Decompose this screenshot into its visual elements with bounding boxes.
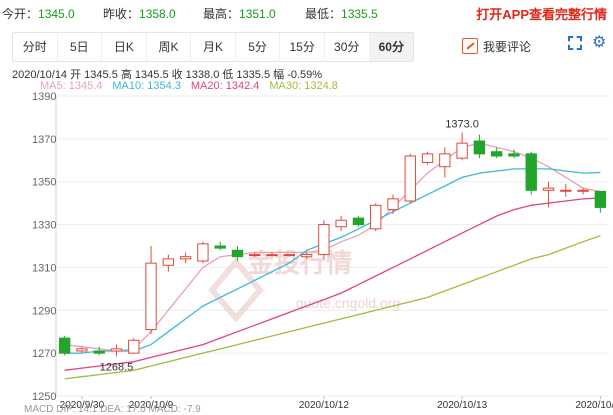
y-tick-label: 1350 (32, 177, 56, 189)
tab-7[interactable]: 30分 (325, 33, 370, 61)
y-tick-label: 1330 (32, 220, 56, 232)
candle-body (490, 151, 503, 157)
ohlc-summary: 2020/10/14 开 1345.5 高 1345.5 收 1338.0 低 … (12, 69, 323, 81)
x-tick-label: 2020/10/13 (437, 400, 487, 411)
candle-body (266, 254, 278, 257)
y-tick-label: 1390 (32, 91, 56, 103)
watermark-logo (208, 257, 264, 323)
ma-legend-item: MA20: 1342.4 (190, 80, 260, 92)
candle-body (197, 243, 209, 262)
candle-body (76, 348, 88, 352)
high-price: 最高：1351.0 (203, 7, 276, 21)
candle-body (525, 153, 537, 191)
candle-body (352, 217, 365, 226)
candle-body (93, 350, 105, 354)
candle-body (335, 219, 347, 228)
ma-line-ma10 (64, 168, 601, 354)
watermark-url: quote.cngold.org (296, 295, 400, 311)
watermark-brand: 金投行情 (247, 248, 352, 279)
low-price: 最低：1335.5 (305, 7, 378, 21)
macd-readout: MACD DIF: 14.1 DEA: 17.0 MACD: -7.9 (24, 404, 201, 415)
candle-body (421, 153, 434, 163)
candle-body (249, 254, 261, 257)
candle-body (370, 204, 382, 230)
comment-label: 我要评论 (483, 39, 532, 54)
comment-button[interactable]: 我要评论 (462, 34, 531, 58)
candle-body (560, 189, 572, 192)
y-tick-label: 1270 (32, 348, 56, 360)
candle-body (300, 254, 313, 258)
candle-body (231, 249, 244, 258)
y-tick-label: 1310 (32, 262, 56, 274)
candle-body (404, 155, 416, 202)
tab-0[interactable]: 分时 (13, 33, 58, 61)
tab-5[interactable]: 5分 (236, 33, 281, 61)
candle-body (179, 256, 192, 260)
candle-body (110, 348, 123, 352)
edit-icon (462, 38, 478, 54)
period-tabs: 分时 5日 日K 周K 月K 5分 15分 30分 60分 (12, 32, 414, 62)
candle-body (58, 337, 71, 354)
gear-icon[interactable]: ⚙ (592, 34, 607, 51)
candle-body (577, 189, 589, 192)
candle-body (162, 258, 175, 266)
y-tick-label: 1370 (32, 134, 56, 146)
y-tick-label: 1290 (32, 305, 56, 317)
ma-legend-item: MA30: 1324.8 (269, 80, 338, 92)
candle-body (128, 339, 140, 354)
tab-1[interactable]: 5日 (58, 33, 103, 61)
open-app-link[interactable]: 打开APP查看完整行情 (476, 7, 607, 22)
candle-body (214, 245, 226, 249)
candle-body (145, 262, 157, 331)
tab-4[interactable]: 月K (191, 33, 236, 61)
ma-legend-item: MA5: 1345.4 (40, 80, 103, 92)
candle-body (594, 190, 607, 208)
ma-legend-item: MA10: 1354.3 (112, 80, 181, 92)
x-tick-label: 2020/10/12 (299, 400, 349, 411)
x-tick-label: 2020/10/14 (575, 400, 613, 411)
ma-legend: MA5: 1345.4 MA10: 1354.3 MA20: 1342.4 MA30:… (40, 80, 348, 92)
price-annotation: 1268.5 (100, 361, 134, 373)
tab-6[interactable]: 15分 (280, 33, 325, 61)
candle-body (508, 153, 520, 157)
candle-body (439, 153, 451, 168)
tab-8[interactable]: 60分 (369, 33, 414, 61)
ma-line-ma30 (64, 235, 601, 380)
ma-line-ma5 (64, 142, 601, 352)
price-annotation: 1373.0 (445, 118, 479, 130)
tab-3[interactable]: 周K (147, 33, 192, 61)
candle-body (318, 224, 330, 256)
quote-bar: 今开：1345.0 昨收：1358.0 最高：1351.0 最低：1335.5 … (0, 0, 613, 24)
ma-line-ma20 (64, 197, 601, 371)
candle-body (283, 254, 295, 257)
tab-2[interactable]: 日K (102, 33, 147, 61)
prev-close-price: 昨收：1358.0 (103, 7, 176, 21)
x-tick-label: 2020/10/9 (129, 400, 174, 411)
candle-body (456, 142, 468, 159)
candle-body (473, 140, 486, 155)
fullscreen-icon[interactable] (568, 36, 582, 50)
open-price: 今开：1345.0 (2, 7, 75, 21)
candle-body (387, 198, 399, 211)
x-tick-label: 2020/9/30 (60, 400, 105, 411)
y-tick-label: 1250 (32, 391, 56, 403)
candle-body (542, 187, 555, 191)
